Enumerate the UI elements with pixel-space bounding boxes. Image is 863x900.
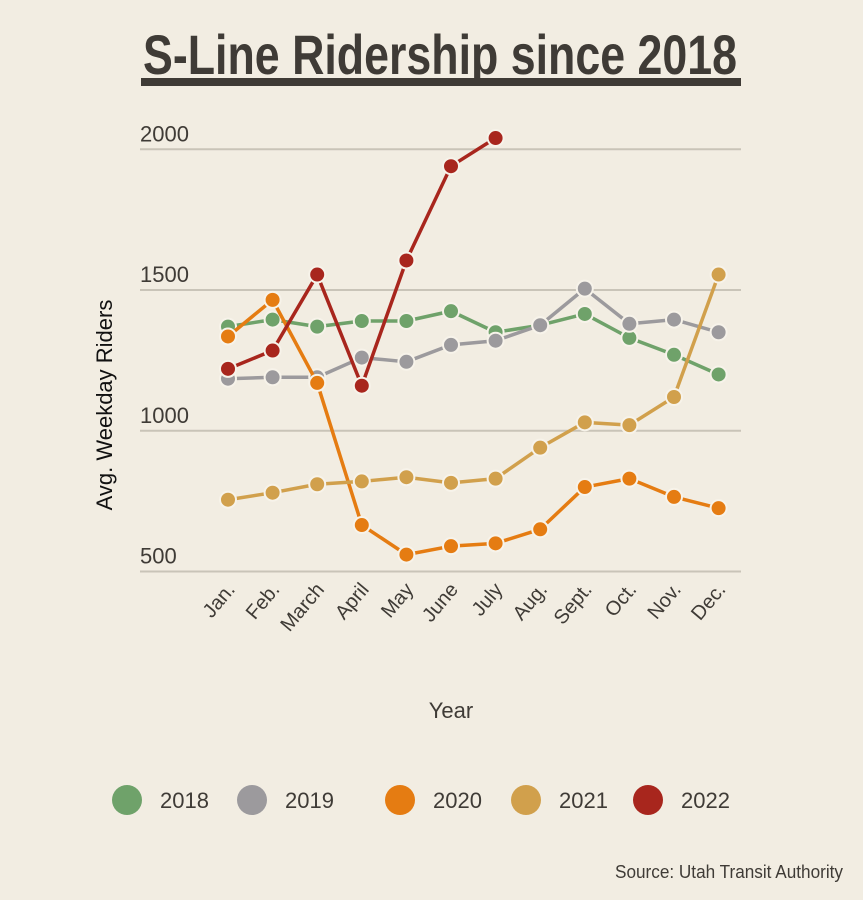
data-point (665, 487, 683, 506)
data-point (397, 468, 416, 487)
data-point (665, 345, 683, 364)
x-axis-label: Year (429, 698, 473, 723)
data-point (486, 534, 505, 553)
data-point (620, 314, 639, 333)
data-point (308, 373, 327, 392)
data-point (397, 251, 416, 270)
data-point (308, 475, 327, 494)
y-tick-label: 500 (140, 544, 177, 569)
data-point (575, 478, 594, 497)
data-point (486, 129, 505, 148)
legend-label: 2019 (285, 788, 334, 813)
data-point (263, 310, 282, 329)
data-point (352, 472, 371, 491)
legend-swatch (385, 785, 415, 815)
data-point (665, 387, 683, 406)
data-point (575, 279, 594, 298)
data-point (397, 545, 416, 564)
chart-title: S-Line Ridership since 2018 (143, 23, 737, 86)
data-point (575, 304, 594, 323)
data-point (531, 316, 550, 335)
y-tick-label: 2000 (140, 121, 189, 146)
data-point (486, 469, 505, 488)
data-point (442, 157, 460, 176)
y-tick-label: 1500 (140, 262, 189, 287)
y-tick-label: 1000 (140, 403, 189, 428)
data-point (486, 331, 505, 350)
data-point (219, 490, 237, 509)
legend: 2018 2019 2020 2021 2022 (112, 785, 730, 815)
series-2022 (219, 129, 505, 395)
data-point (531, 520, 550, 539)
y-axis-label: Avg. Weekday Riders (92, 300, 117, 511)
data-point (665, 310, 683, 329)
data-point (709, 323, 728, 342)
legend-label: 2020 (433, 788, 482, 813)
legend-swatch (112, 785, 142, 815)
data-point (531, 438, 550, 457)
data-point (263, 341, 282, 360)
data-point (308, 317, 327, 336)
data-point (263, 368, 282, 387)
data-point (620, 469, 639, 488)
legend-swatch (237, 785, 267, 815)
data-point (352, 311, 371, 330)
data-point (442, 473, 460, 492)
data-point (308, 265, 327, 284)
title-underline (141, 78, 741, 86)
data-point (709, 265, 728, 284)
legend-item-2018: 2018 (112, 785, 209, 815)
gridlines (140, 148, 741, 573)
data-point (397, 311, 416, 330)
data-point (442, 302, 460, 321)
data-point (219, 327, 237, 346)
data-point (352, 516, 371, 535)
data-point (263, 483, 282, 502)
legend-item-2019: 2019 (237, 785, 334, 815)
data-point (352, 348, 371, 367)
data-point (709, 365, 728, 384)
legend-label: 2018 (160, 788, 209, 813)
legend-item-2020: 2020 (385, 785, 482, 815)
series-2021 (219, 265, 728, 509)
data-point (263, 290, 282, 309)
data-point (442, 537, 460, 556)
data-point (575, 413, 594, 432)
data-point (620, 416, 639, 435)
legend-label: 2021 (559, 788, 608, 813)
legend-item-2022: 2022 (633, 785, 730, 815)
data-point (397, 352, 416, 371)
y-tick-labels: 500 1000 1500 2000 (140, 121, 189, 568)
data-point (442, 335, 460, 354)
data-point (352, 376, 371, 395)
legend-swatch (633, 785, 663, 815)
source-note: Source: Utah Transit Authority (615, 862, 843, 882)
series-group (219, 129, 728, 564)
legend-swatch (511, 785, 541, 815)
data-point (219, 359, 237, 378)
series-2020 (219, 290, 728, 564)
legend-label: 2022 (681, 788, 730, 813)
data-point (709, 499, 728, 518)
legend-item-2021: 2021 (511, 785, 608, 815)
